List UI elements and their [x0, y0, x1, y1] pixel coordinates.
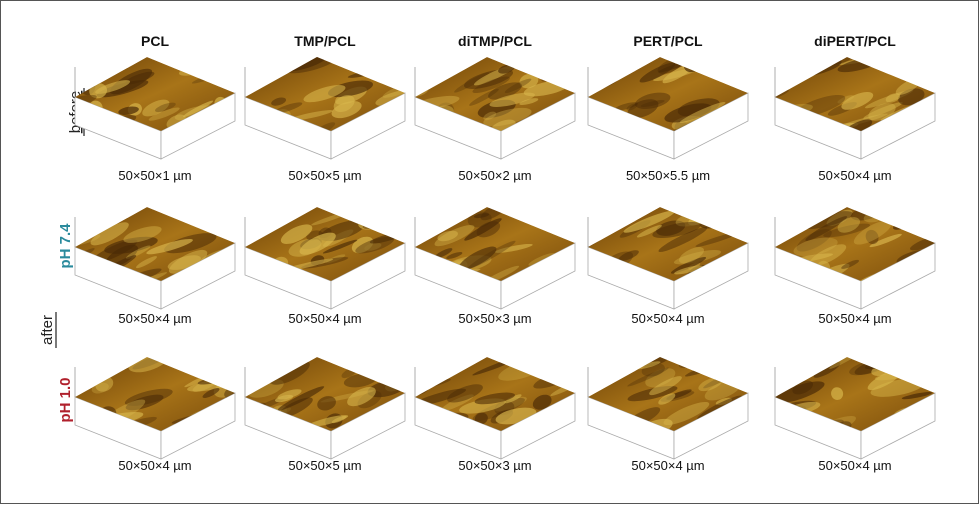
caption: 50×50×5 µm — [288, 168, 361, 183]
column-header: diPERT/PCL — [814, 33, 896, 49]
caption: 50×50×4 µm — [818, 168, 891, 183]
row-label: pH 7.4 — [57, 223, 74, 269]
caption: 50×50×4 µm — [631, 311, 704, 326]
caption: 50×50×5.5 µm — [626, 168, 710, 183]
column-header: diTMP/PCL — [458, 33, 532, 49]
caption: 50×50×3 µm — [458, 458, 531, 473]
caption: 50×50×4 µm — [818, 311, 891, 326]
column-header: TMP/PCL — [294, 33, 356, 49]
caption: 50×50×4 µm — [118, 458, 191, 473]
group-label: after — [39, 315, 56, 345]
caption: 50×50×4 µm — [118, 311, 191, 326]
row-label: pH 1.0 — [57, 377, 74, 422]
caption: 50×50×4 µm — [631, 458, 704, 473]
caption: 50×50×4 µm — [818, 458, 891, 473]
caption: 50×50×3 µm — [458, 311, 531, 326]
figure: before pH 7.4 after pH 1.0 PCLTMP/PCLdiT… — [0, 0, 979, 504]
caption: 50×50×1 µm — [118, 168, 191, 183]
column-header: PCL — [141, 33, 169, 49]
column-header: PERT/PCL — [633, 33, 703, 49]
caption: 50×50×5 µm — [288, 458, 361, 473]
caption: 50×50×4 µm — [288, 311, 361, 326]
caption: 50×50×2 µm — [458, 168, 531, 183]
